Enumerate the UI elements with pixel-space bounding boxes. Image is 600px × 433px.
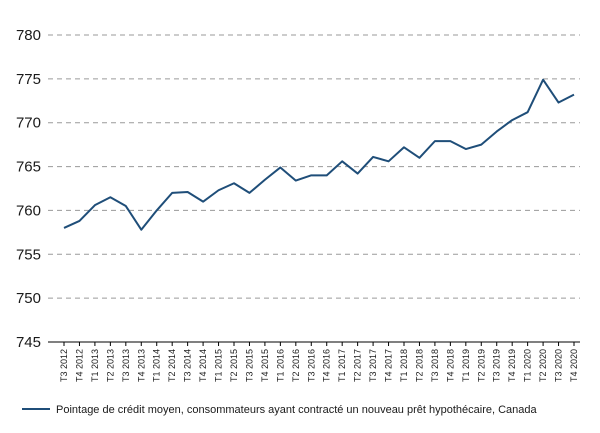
x-tick-label: T1 2018 (399, 349, 409, 382)
y-tick-label: 760 (16, 202, 41, 219)
x-tick-label: T3 2020 (554, 349, 564, 382)
x-tick-label: T4 2012 (74, 349, 84, 382)
x-tick-label: T2 2014 (167, 349, 177, 382)
x-tick-label: T2 2018 (414, 349, 424, 382)
x-tick-label: T3 2017 (368, 349, 378, 382)
y-tick-label: 765 (16, 159, 41, 176)
x-tick-label: T1 2015 (214, 349, 224, 382)
y-tick-label: 745 (16, 334, 41, 351)
x-tick-label: T3 2016 (306, 349, 316, 382)
legend-label: Pointage de crédit moyen, consommateurs … (56, 404, 538, 416)
x-tick-label: T4 2019 (507, 349, 517, 382)
x-axis-tick-marks (63, 342, 575, 346)
x-tick-label: T3 2019 (492, 349, 502, 382)
x-tick-label: T1 2016 (275, 349, 285, 382)
x-axis-ticks: T3 2012 T4 2012 T1 2013 T2 2013 T3 2013 T4 20… (59, 349, 579, 382)
x-tick-label: T1 2013 (90, 349, 100, 382)
x-tick-label: T2 2015 (229, 349, 239, 382)
x-tick-label: T4 2016 (322, 349, 332, 382)
x-tick-label: T2 2016 (291, 349, 301, 382)
series-line (63, 78, 575, 231)
gridlines (48, 34, 580, 299)
y-tick-label: 775 (16, 71, 41, 88)
y-tick-label: 770 (16, 115, 41, 132)
x-tick-label: T3 2014 (183, 349, 193, 382)
x-tick-label: T1 2014 (152, 349, 162, 382)
x-tick-label: T2 2013 (105, 349, 115, 382)
y-axis-ticks: 745 750 755 760 765 770 775 780 (16, 27, 41, 351)
x-tick-label: T4 2015 (260, 349, 270, 382)
x-tick-label: T4 2013 (136, 349, 146, 382)
x-tick-label: T4 2020 (569, 349, 579, 382)
x-tick-label: T3 2013 (121, 349, 131, 382)
y-tick-label: 780 (16, 27, 41, 44)
x-tick-label: T3 2018 (430, 349, 440, 382)
x-tick-label: T2 2020 (538, 349, 548, 382)
x-tick-label: T4 2014 (198, 349, 208, 382)
y-tick-label: 755 (16, 246, 41, 263)
x-tick-label: T4 2017 (384, 349, 394, 382)
x-tick-label: T1 2019 (461, 349, 471, 382)
y-tick-label: 750 (16, 290, 41, 307)
x-tick-label: T1 2017 (337, 349, 347, 382)
x-tick-label: T3 2015 (244, 349, 254, 382)
legend: Pointage de crédit moyen, consommateurs … (22, 404, 538, 416)
x-tick-label: T2 2019 (476, 349, 486, 382)
x-tick-label: T3 2012 (59, 349, 69, 382)
x-tick-label: T2 2017 (353, 349, 363, 382)
x-tick-label: T4 2018 (445, 349, 455, 382)
x-tick-label: T1 2020 (523, 349, 533, 382)
